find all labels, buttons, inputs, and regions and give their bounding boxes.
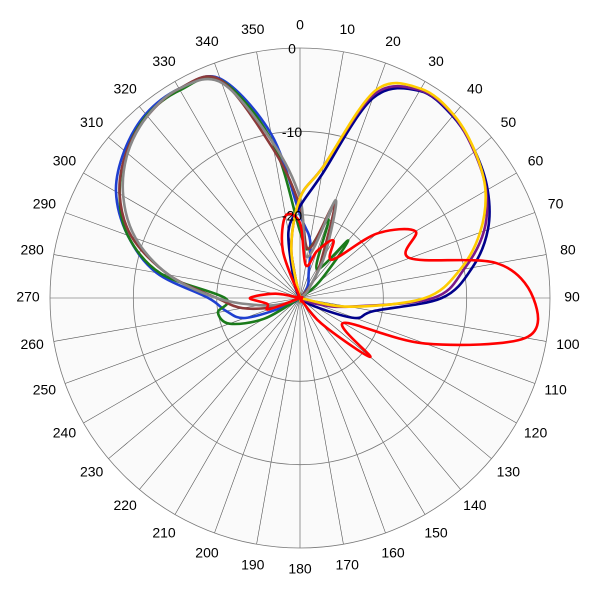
spoke-line: [299, 297, 536, 384]
spoke-line: [214, 297, 301, 534]
spoke-line: [299, 297, 492, 459]
angle-tick-label: 180: [288, 561, 312, 577]
radial-tick-label: 0: [288, 41, 296, 57]
spoke-line: [299, 297, 344, 545]
spoke-line: [256, 297, 301, 545]
angle-tick-label: 340: [195, 33, 219, 49]
angle-tick-label: 80: [560, 241, 576, 257]
angle-tick-label: 290: [33, 196, 57, 212]
labels: 0 10 20 30 40 50 60 70 80 90 100 110 120 130 140 150 160…: [16, 17, 580, 577]
spoke-line: [299, 137, 492, 299]
angle-tick-label: 300: [53, 153, 77, 169]
ring-line: [132, 130, 468, 466]
angle-tick-label: 170: [336, 557, 360, 573]
angle-tick-label: 140: [463, 497, 487, 513]
spoke-line: [299, 212, 536, 299]
angle-tick-label: 90: [564, 289, 580, 305]
spoke-line: [299, 297, 426, 515]
spoke-line: [108, 297, 301, 459]
angle-tick-label: 100: [556, 336, 580, 352]
angle-tick-label: 260: [20, 336, 44, 352]
spoke-line: [64, 212, 301, 299]
angle-tick-label: 160: [381, 544, 405, 560]
angle-tick-label: 40: [467, 80, 483, 96]
spoke-line: [299, 62, 386, 299]
spoke-line: [174, 297, 301, 515]
angle-tick-label: 230: [80, 464, 104, 480]
angle-tick-label: 130: [497, 464, 521, 480]
spoke-line: [299, 254, 547, 299]
angle-tick-label: 270: [16, 289, 40, 305]
spoke-line: [299, 297, 386, 534]
angle-tick-label: 30: [428, 53, 444, 69]
angle-tick-label: 190: [241, 557, 265, 573]
angle-tick-label: 330: [152, 53, 176, 69]
angle-tick-label: 200: [195, 544, 219, 560]
angle-tick-label: 280: [20, 241, 44, 257]
spoke-line: [139, 106, 301, 299]
angle-tick-label: 250: [33, 382, 57, 398]
spoke-line: [139, 297, 301, 490]
angle-tick-label: 70: [548, 196, 564, 212]
spoke-line: [299, 106, 461, 299]
angle-tick-label: 350: [241, 21, 265, 37]
angle-tick-label: 20: [385, 33, 401, 49]
angle-tick-label: 120: [524, 425, 548, 441]
spoke-line: [64, 297, 301, 384]
angle-tick-label: 210: [152, 524, 176, 540]
pattern-curve: [248, 212, 540, 359]
angle-tick-label: 220: [113, 497, 137, 513]
spoke-line: [174, 81, 301, 299]
angle-tick-label: 0: [296, 17, 304, 33]
angle-tick-label: 240: [53, 425, 77, 441]
angle-tick-label: 320: [113, 80, 137, 96]
plot-area: [114, 74, 540, 359]
angle-tick-label: 10: [339, 21, 355, 37]
spoke-line: [299, 172, 517, 299]
angle-tick-label: 310: [80, 114, 104, 130]
angle-tick-label: 110: [544, 382, 567, 398]
angle-tick-label: 50: [501, 114, 517, 130]
spoke-line: [299, 297, 517, 424]
radial-tick-label: -20: [282, 207, 302, 223]
spoke-line: [108, 137, 301, 299]
spoke-line: [53, 254, 301, 299]
radial-tick-label: -10: [282, 124, 302, 140]
angle-tick-label: 150: [424, 524, 448, 540]
angle-tick-label: 60: [528, 153, 544, 169]
ring-line: [49, 47, 551, 549]
spoke-line: [299, 297, 461, 490]
